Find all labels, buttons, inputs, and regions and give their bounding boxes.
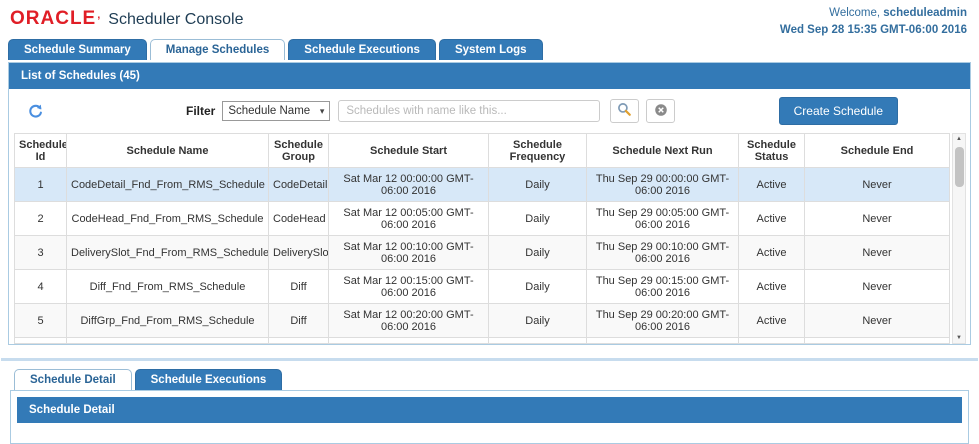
cell-schedule-name: DiffGrp_Fnd_From_RMS_Schedule	[66, 303, 269, 339]
page-title: Scheduler Console	[108, 11, 244, 28]
cell-schedule-end: Never	[803, 167, 951, 203]
tab-system-logs[interactable]: System Logs	[438, 39, 543, 61]
cell-schedule-id: 2	[14, 201, 67, 237]
scroll-down-icon[interactable]: ▼	[956, 335, 962, 342]
cell-schedule-status: Active	[738, 303, 805, 339]
table-row[interactable]: 1 CodeDetail_Fnd_From_RMS_Schedule CodeD…	[14, 167, 951, 203]
schedules-table: Schedule Id Schedule Name Schedule Group…	[14, 133, 951, 345]
scroll-up-icon[interactable]: ▲	[956, 136, 962, 143]
refresh-icon[interactable]	[27, 103, 44, 120]
search-button[interactable]	[610, 99, 640, 124]
col-schedule-end: Schedule End	[803, 133, 951, 169]
cell-schedule-end: Never	[803, 201, 951, 237]
tab-schedule-summary[interactable]: Schedule Summary	[8, 39, 147, 61]
tab-manage-schedules[interactable]: Manage Schedules	[149, 39, 286, 61]
cell-schedule-id: 5	[14, 303, 67, 339]
schedule-detail-panel: Schedule Detail	[10, 390, 969, 444]
filter-toolbar: Filter Schedule Name ▾	[9, 89, 970, 133]
app-header: ORACLE ’ Scheduler Console Welcome, sche…	[0, 0, 979, 38]
cell-schedule-start: Sat Mar 12 00:05:00 GMT-06:00 2016	[328, 201, 489, 237]
cell-schedule-status: Active	[738, 167, 805, 203]
table-header-row: Schedule Id Schedule Name Schedule Group…	[14, 133, 951, 169]
cell-schedule-end: Never	[803, 235, 951, 271]
table-row[interactable]: 4 Diff_Fnd_From_RMS_Schedule Diff Sat Ma…	[14, 269, 951, 305]
clear-icon	[654, 103, 668, 120]
user-info: Welcome, scheduleadmin Wed Sep 28 15:35 …	[780, 5, 967, 38]
col-schedule-start: Schedule Start	[328, 133, 489, 169]
table-row[interactable]: 3 DeliverySlot_Fnd_From_RMS_Schedule Del…	[14, 235, 951, 271]
cell-schedule-end: Never	[803, 269, 951, 305]
cell-schedule-status: Active	[738, 201, 805, 237]
cell-schedule-frequency: Daily	[488, 201, 587, 237]
list-panel-title: List of Schedules (45)	[9, 63, 970, 90]
cell-schedule-next-run: Thu Sep 29 00:10:00 GMT-06:00 2016	[586, 235, 739, 271]
search-input[interactable]	[338, 100, 601, 123]
tab-schedule-executions[interactable]: Schedule Executions	[288, 39, 436, 61]
cell-schedule-next-run: Thu Sep 29 00:00:00 GMT-06:00 2016	[586, 167, 739, 203]
table-scrollbar[interactable]: ▲ ▼	[952, 133, 966, 345]
cell-schedule-name: Diff_Fnd_From_RMS_Schedule	[66, 269, 269, 305]
cell-schedule-group: CodeHead	[268, 201, 329, 237]
oracle-logo: ORACLE	[10, 8, 97, 29]
cell-schedule-next-run: Thu Sep 29 00:15:00 GMT-06:00 2016	[586, 269, 739, 305]
create-schedule-button[interactable]: Create Schedule	[778, 97, 898, 126]
list-of-schedules-panel: List of Schedules (45) Filter Schedule N…	[8, 62, 971, 346]
search-icon	[617, 102, 632, 120]
cell-schedule-start: Sat Mar 12 00:10:00 GMT-06:00 2016	[328, 235, 489, 271]
cell-schedule-id: 3	[14, 235, 67, 271]
cell-schedule-name: CodeHead_Fnd_From_RMS_Schedule	[66, 201, 269, 237]
clear-search-button[interactable]	[646, 99, 676, 124]
col-schedule-next-run: Schedule Next Run	[586, 133, 739, 169]
cell-schedule-frequency: Daily	[488, 303, 587, 339]
cell-schedule-start: Sat Mar 12 00:20:00 GMT-06:00 2016	[328, 303, 489, 339]
tab-schedule-detail[interactable]: Schedule Detail	[14, 369, 132, 391]
oracle-logo-mark: ’	[97, 15, 101, 27]
section-divider	[1, 358, 978, 362]
cell-schedule-status: Active	[738, 235, 805, 271]
filter-type-dropdown[interactable]: Schedule Name ▾	[222, 101, 331, 122]
cell-schedule-group: Diff	[268, 303, 329, 339]
cell-schedule-group: DeliverySlot	[268, 235, 329, 271]
cell-schedule-name: CodeDetail_Fnd_From_RMS_Schedule	[66, 167, 269, 203]
col-schedule-group: Schedule Group	[268, 133, 329, 169]
current-datetime: Wed Sep 28 15:35 GMT-06:00 2016	[779, 23, 967, 36]
col-schedule-name: Schedule Name	[66, 133, 269, 169]
cell-schedule-end: Never	[803, 303, 951, 339]
cell-schedule-status: Active	[738, 269, 805, 305]
col-schedule-status: Schedule Status	[738, 133, 805, 169]
cell-schedule-next-run: Thu Sep 29 00:05:00 GMT-06:00 2016	[586, 201, 739, 237]
chevron-down-icon: ▾	[319, 105, 325, 116]
col-schedule-id: Schedule Id	[14, 133, 67, 169]
welcome-text: Welcome, scheduleadmin	[780, 5, 967, 22]
cell-schedule-frequency: Daily	[488, 269, 587, 305]
detail-panel-title: Schedule Detail	[17, 397, 962, 424]
cell-schedule-group: CodeDetail	[268, 167, 329, 203]
cell-schedule-frequency: Daily	[488, 167, 587, 203]
main-tab-bar: Schedule Summary Manage Schedules Schedu…	[8, 39, 979, 61]
scrollbar-thumb[interactable]	[954, 147, 964, 188]
username: scheduleadmin	[883, 7, 967, 19]
cell-schedule-id: 1	[14, 167, 67, 203]
filter-group: Filter Schedule Name ▾	[186, 99, 676, 124]
table-row-partial	[14, 337, 951, 345]
detail-tab-bar: Schedule Detail Schedule Executions	[14, 369, 979, 391]
tab-schedule-executions-bottom[interactable]: Schedule Executions	[134, 369, 283, 391]
cell-schedule-group: Diff	[268, 269, 329, 305]
schedules-table-container: Schedule Id Schedule Name Schedule Group…	[9, 133, 970, 345]
table-row[interactable]: 2 CodeHead_Fnd_From_RMS_Schedule CodeHea…	[14, 201, 951, 237]
col-schedule-frequency: Schedule Frequency	[488, 133, 587, 169]
cell-schedule-start: Sat Mar 12 00:15:00 GMT-06:00 2016	[328, 269, 489, 305]
cell-schedule-frequency: Daily	[488, 235, 587, 271]
welcome-prefix: Welcome,	[829, 7, 884, 19]
brand: ORACLE ’ Scheduler Console	[10, 5, 244, 30]
cell-schedule-next-run: Thu Sep 29 00:20:00 GMT-06:00 2016	[586, 303, 739, 339]
cell-schedule-start: Sat Mar 12 00:00:00 GMT-06:00 2016	[328, 167, 489, 203]
table-row[interactable]: 5 DiffGrp_Fnd_From_RMS_Schedule Diff Sat…	[14, 303, 951, 339]
cell-schedule-id: 4	[14, 269, 67, 305]
cell-schedule-name: DeliverySlot_Fnd_From_RMS_Schedule	[66, 235, 269, 271]
filter-label: Filter	[186, 104, 216, 119]
filter-type-selected-value: Schedule Name	[228, 105, 311, 118]
